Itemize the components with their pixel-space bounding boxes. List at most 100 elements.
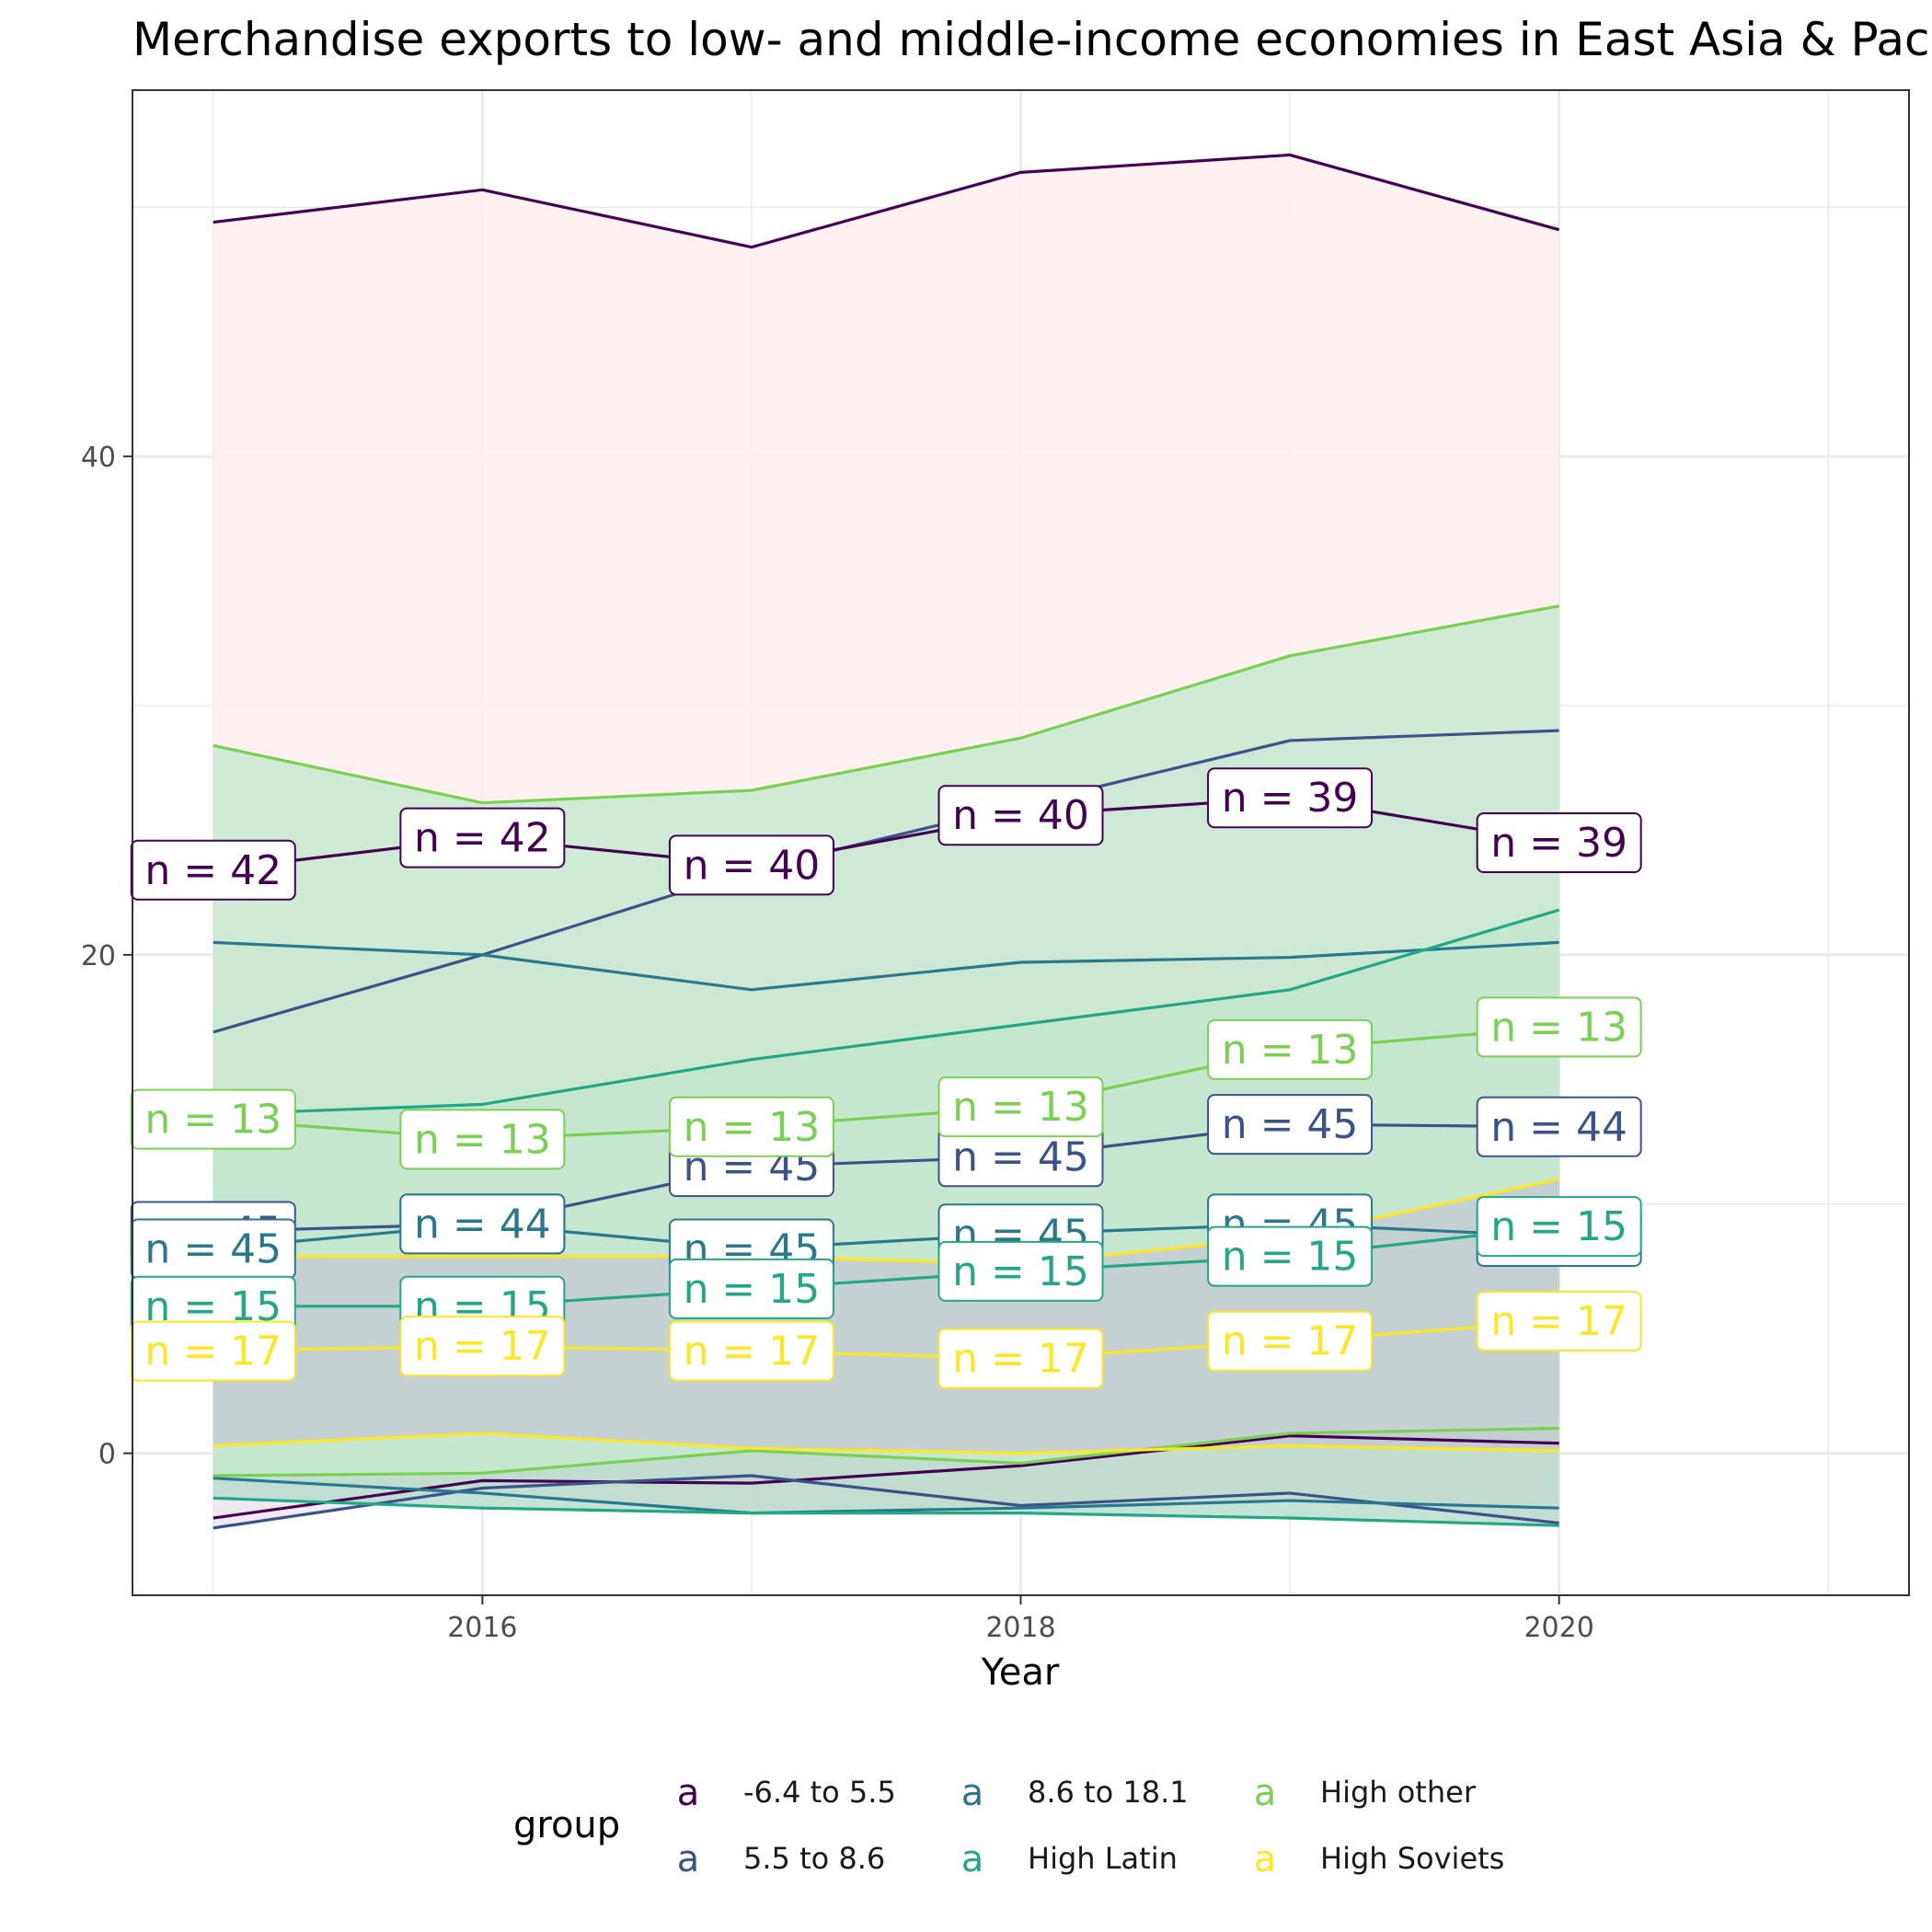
n-label-box xyxy=(399,1316,566,1377)
n-label-8-6-to-18-1: n = 44 xyxy=(399,1193,566,1255)
n-label-high-other: n = 13 xyxy=(937,1076,1104,1138)
legend-label: -6.4 to 5.5 xyxy=(743,1775,896,1810)
legend-item-5-5-to-8-6: a 5.5 to 8.6 xyxy=(677,1838,886,1880)
n-label-box xyxy=(668,1096,834,1157)
n-label-box xyxy=(1476,1096,1642,1157)
legend-item-6-4-to-5-5: a -6.4 to 5.5 xyxy=(677,1772,896,1814)
n-label-text: n = 40 xyxy=(952,792,1089,839)
n-label-text: n = 17 xyxy=(1490,1298,1627,1345)
legend-item-high-soviets: a High Soviets xyxy=(1254,1838,1505,1880)
n-label-box xyxy=(1207,1225,1374,1287)
n-label-box xyxy=(937,785,1104,846)
n-label-box xyxy=(130,1320,296,1382)
legend-key: a xyxy=(961,1838,984,1880)
n-label-text: n = 45 xyxy=(144,1226,282,1273)
n-label-text: n = 39 xyxy=(1222,775,1359,822)
n-label-text: n = 17 xyxy=(952,1336,1089,1383)
legend-key: a xyxy=(677,1772,700,1814)
n-label-high-other: n = 13 xyxy=(1207,1018,1374,1080)
upper-line-high-latin xyxy=(213,908,1560,1116)
legend-item-high-other: a High other xyxy=(1254,1772,1477,1814)
x-tick-label: 2016 xyxy=(447,1612,517,1644)
n-label-text: n = 42 xyxy=(144,847,282,894)
legend-label: 8.6 to 18.1 xyxy=(1028,1775,1189,1810)
y-tick-label: 20 xyxy=(81,940,116,972)
n-label-text: n = 39 xyxy=(1490,820,1627,867)
n-label-box xyxy=(399,807,566,868)
n-label-high-other: n = 13 xyxy=(130,1088,296,1150)
y-tick-label: 40 xyxy=(81,442,116,474)
n-label-text: n = 15 xyxy=(1490,1203,1627,1250)
legend-key: a xyxy=(677,1838,700,1880)
n-label-text: n = 15 xyxy=(684,1266,821,1313)
n-label-high-other: n = 13 xyxy=(1476,996,1642,1058)
y-axis: 0 20 40 xyxy=(81,442,132,1471)
n-label-text: n = 17 xyxy=(144,1328,282,1375)
n-label-text: n = 44 xyxy=(414,1201,551,1248)
n-label-high-soviets: n = 17 xyxy=(937,1328,1104,1389)
x-axis-title: Year xyxy=(981,1651,1060,1694)
n-label-high-other: n = 13 xyxy=(399,1109,566,1170)
legend-item-8-6-to-18-1: a 8.6 to 18.1 xyxy=(961,1772,1189,1814)
n-label-box xyxy=(130,839,296,901)
n-label-box xyxy=(937,1328,1104,1389)
legend: group a -6.4 to 5.5 a 5.5 to 8.6 a 8.6 to 18.… xyxy=(513,1772,1504,1880)
n-label-8-6-to-18-1: n = 45 xyxy=(130,1218,296,1280)
y-tick-label: 0 xyxy=(98,1439,116,1471)
upper-line-8-6-to-18-1 xyxy=(213,940,1559,992)
n-label-high-latin: n = 15 xyxy=(1476,1196,1642,1258)
legend-key: a xyxy=(1254,1838,1277,1880)
n-label-high-soviets: n = 17 xyxy=(1476,1291,1642,1352)
n-label-box xyxy=(1207,1310,1374,1372)
n-label-text: n = 17 xyxy=(414,1323,551,1370)
n-label-text: n = 17 xyxy=(1222,1318,1359,1365)
n-label-high-other: n = 13 xyxy=(668,1096,834,1157)
n-label-6-4-to-5-5: n = 42 xyxy=(399,807,566,868)
n-label-high-latin: n = 15 xyxy=(1207,1225,1374,1287)
n-label-text: n = 13 xyxy=(1222,1027,1359,1074)
n-label-text: n = 13 xyxy=(684,1104,821,1151)
legend-label: High Latin xyxy=(1028,1841,1178,1876)
lower-line-high-other xyxy=(213,1426,1559,1478)
n-label-6-4-to-5-5: n = 39 xyxy=(1207,767,1374,829)
legend-label: High other xyxy=(1320,1775,1477,1810)
n-label-high-latin: n = 15 xyxy=(668,1258,834,1319)
n-label-box xyxy=(399,1193,566,1255)
n-label-box xyxy=(399,1109,566,1170)
legend-title: group xyxy=(513,1804,620,1846)
n-label-6-4-to-5-5: n = 42 xyxy=(130,839,296,901)
lower-line-8-6-to-18-1 xyxy=(213,1477,1559,1515)
lower-line-high-latin xyxy=(213,1496,1559,1527)
n-label-box xyxy=(668,1258,834,1319)
n-label-box xyxy=(937,1076,1104,1138)
n-label-box xyxy=(1207,1094,1374,1156)
x-tick-label: 2018 xyxy=(985,1612,1055,1644)
n-label-text: n = 45 xyxy=(1222,1101,1359,1148)
n-label-box xyxy=(1476,812,1642,873)
n-label-text: n = 13 xyxy=(1490,1004,1627,1051)
n-label-high-soviets: n = 17 xyxy=(668,1320,834,1382)
chart-title: Merchandise exports to low- and middle-i… xyxy=(132,13,1932,66)
n-label-text: n = 44 xyxy=(1490,1104,1627,1151)
n-label-text: n = 13 xyxy=(144,1097,282,1144)
n-label-box xyxy=(1207,767,1374,829)
legend-key: a xyxy=(1254,1772,1277,1814)
n-label-text: n = 15 xyxy=(1222,1234,1359,1281)
n-label-box xyxy=(937,1240,1104,1302)
n-label-high-latin: n = 15 xyxy=(937,1240,1104,1302)
n-label-5-5-to-8-6: n = 45 xyxy=(1207,1094,1374,1156)
n-label-text: n = 40 xyxy=(684,842,821,889)
legend-label: 5.5 to 8.6 xyxy=(743,1841,885,1876)
n-label-5-5-to-8-6: n = 44 xyxy=(1476,1096,1642,1157)
n-label-high-soviets: n = 17 xyxy=(130,1320,296,1382)
x-tick-label: 2020 xyxy=(1524,1612,1593,1644)
legend-item-high-latin: a High Latin xyxy=(961,1838,1178,1880)
n-label-6-4-to-5-5: n = 40 xyxy=(937,785,1104,846)
n-label-high-soviets: n = 17 xyxy=(1207,1310,1374,1372)
n-label-text: n = 13 xyxy=(414,1116,551,1163)
n-label-text: n = 15 xyxy=(952,1248,1089,1295)
n-label-box xyxy=(668,834,834,896)
lower-line-6-4-to-5-5 xyxy=(213,1434,1559,1520)
lower-line-high-soviets xyxy=(213,1432,1559,1455)
